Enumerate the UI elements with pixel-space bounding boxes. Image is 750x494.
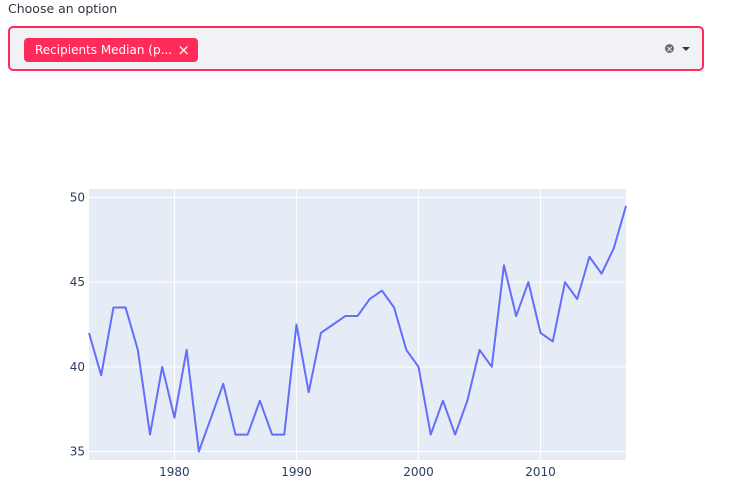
clear-all-icon[interactable] xyxy=(665,44,674,53)
plot-area xyxy=(89,189,626,460)
y-tick-label: 35 xyxy=(70,445,85,459)
multiselect-label: Choose an option xyxy=(8,1,118,16)
x-tick-label: 2000 xyxy=(403,465,434,479)
x-tick-label: 1980 xyxy=(159,465,190,479)
series-line xyxy=(88,205,627,453)
x-tick-label: 1990 xyxy=(281,465,312,479)
y-tick-label: 50 xyxy=(70,190,85,204)
chevron-down-icon[interactable] xyxy=(682,47,690,51)
multiselect-input[interactable]: Recipients Median (p... × xyxy=(8,26,704,71)
selected-tag[interactable]: Recipients Median (p... × xyxy=(24,38,198,62)
y-tick-label: 45 xyxy=(70,275,85,289)
remove-tag-icon[interactable]: × xyxy=(177,41,190,59)
x-tick-label: 2010 xyxy=(525,465,556,479)
selected-tag-label: Recipients Median (p... xyxy=(35,43,173,57)
y-tick-label: 40 xyxy=(70,360,85,374)
